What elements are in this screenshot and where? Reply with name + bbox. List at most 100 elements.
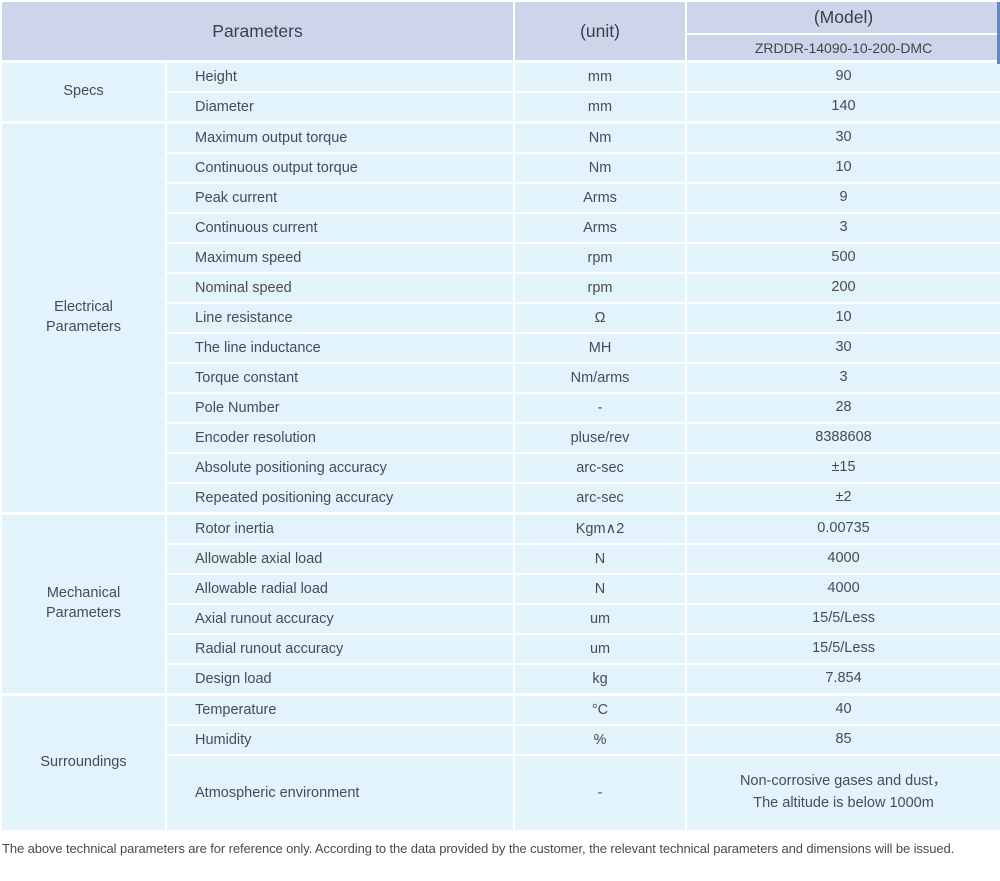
value-cell: 10 [685,152,1000,184]
param-name-cell: Axial runout accuracy [164,603,516,635]
value-cell: 28 [685,392,1000,424]
param-name-cell: Continuous output torque [164,152,516,184]
table-row: Absolute positioning accuracy arc-sec ±1… [1,452,1000,484]
value-cell: 140 [685,91,1000,124]
value-cell: 8388608 [685,422,1000,454]
group-label-specs: Specs [0,60,167,124]
unit-cell: um [513,633,688,665]
param-name-cell: Temperature [164,693,516,726]
unit-cell: pluse/rev [513,422,688,454]
table-row: Allowable radial load N 4000 [1,573,1000,605]
group-label-surroundings: Surroundings [0,693,167,832]
param-name-cell: Allowable axial load [164,543,516,575]
footnote: The above technical parameters are for r… [2,841,955,856]
table-row: Humidity % 85 [1,724,1000,756]
unit-cell: °C [513,693,688,726]
table-row: Design load kg 7.854 [1,663,1000,696]
table-header: Parameters (unit) (Model) ZRDDR-14090-10… [0,0,1000,63]
unit-cell: mm [513,91,688,124]
table-row: Diameter mm 140 [1,91,1000,124]
unit-cell: - [513,392,688,424]
value-cell: ±15 [685,452,1000,484]
param-name-cell: Pole Number [164,392,516,424]
value-cell: 3 [685,212,1000,244]
table-row: Allowable axial load N 4000 [1,543,1000,575]
header-model-value: ZRDDR-14090-10-200-DMC [685,33,1000,63]
param-name-cell: Nominal speed [164,272,516,304]
table-row: Torque constant Nm/arms 3 [1,362,1000,394]
unit-cell: % [513,724,688,756]
param-name-cell: The line inductance [164,332,516,364]
unit-cell: Ω [513,302,688,334]
param-name-cell: Line resistance [164,302,516,334]
header-row: Parameters (unit) (Model) [0,0,1000,63]
unit-cell: rpm [513,272,688,304]
unit-cell: N [513,573,688,605]
table-row: Continuous current Arms 3 [1,212,1000,244]
value-cell: ±2 [685,482,1000,515]
value-cell: 40 [685,693,1000,726]
unit-cell: Nm [513,152,688,184]
param-name-cell: Rotor inertia [164,512,516,545]
table-row: Specs Height mm 90 [0,60,1000,124]
parameters-table: Parameters (unit) (Model) ZRDDR-14090-10… [0,0,1000,832]
table-row: Line resistance Ω 10 [1,302,1000,334]
value-cell: 500 [685,242,1000,274]
unit-cell: um [513,603,688,635]
header-model-row: ZRDDR-14090-10-200-DMC [1,33,1000,63]
param-name-cell: Radial runout accuracy [164,633,516,665]
value-cell: 0.00735 [685,512,1000,545]
header-parameters: Parameters [0,0,516,63]
param-name-cell: Peak current [164,182,516,214]
unit-cell: arc-sec [513,452,688,484]
value-cell: 15/5/Less [685,603,1000,635]
param-name-cell: Design load [164,663,516,696]
unit-cell: MH [513,332,688,364]
table-row: Maximum speed rpm 500 [1,242,1000,274]
table-row: Atmospheric environment - Non-corrosive … [1,754,1000,832]
header-unit: (unit) [513,0,688,63]
unit-cell: N [513,543,688,575]
unit-cell: rpm [513,242,688,274]
param-name-cell: Humidity [164,724,516,756]
value-cell: 10 [685,302,1000,334]
value-cell: 90 [685,60,1000,93]
value-cell: 3 [685,362,1000,394]
unit-cell: Kgm∧2 [513,512,688,545]
group-label-electrical: Electrical Parameters [0,121,167,515]
unit-cell: - [513,754,688,832]
unit-cell: Arms [513,182,688,214]
unit-cell: Arms [513,212,688,244]
param-name-cell: Maximum output torque [164,121,516,154]
table-row: Encoder resolution pluse/rev 8388608 [1,422,1000,454]
table-row: The line inductance MH 30 [1,332,1000,364]
value-cell: 30 [685,121,1000,154]
table-row: Surroundings Temperature °C 40 [0,693,1000,832]
table-row: Axial runout accuracy um 15/5/Less [1,603,1000,635]
table-body: Specs Height mm 90 Diameter mm 140 Elect… [0,60,1000,832]
param-name-cell: Allowable radial load [164,573,516,605]
value-cell: 200 [685,272,1000,304]
param-name-cell: Encoder resolution [164,422,516,454]
header-model: (Model) [685,0,1000,35]
param-name-cell: Absolute positioning accuracy [164,452,516,484]
unit-cell: Nm [513,121,688,154]
value-cell: 7.854 [685,663,1000,696]
param-name-cell: Height [164,60,516,93]
unit-cell: arc-sec [513,482,688,515]
value-cell: 4000 [685,543,1000,575]
table-row: Continuous output torque Nm 10 [1,152,1000,184]
table-row: Nominal speed rpm 200 [1,272,1000,304]
unit-cell: kg [513,663,688,696]
unit-cell: mm [513,60,688,93]
value-cell: 15/5/Less [685,633,1000,665]
param-name-cell: Torque constant [164,362,516,394]
unit-cell: Nm/arms [513,362,688,394]
param-name-cell: Diameter [164,91,516,124]
value-cell: 85 [685,724,1000,756]
value-cell: 9 [685,182,1000,214]
table-row: Electrical Parameters Maximum output tor… [0,121,1000,515]
param-name-cell: Maximum speed [164,242,516,274]
value-cell: 30 [685,332,1000,364]
